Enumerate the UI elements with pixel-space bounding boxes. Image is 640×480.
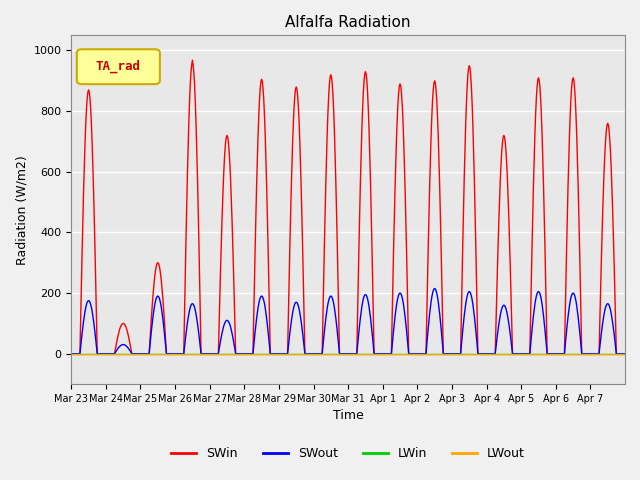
SWout xyxy=(405,351,413,357)
Title: Alfalfa Radiation: Alfalfa Radiation xyxy=(285,15,411,30)
SWout xyxy=(132,351,140,357)
LWout xyxy=(67,351,75,357)
LWout xyxy=(405,351,413,357)
SWout xyxy=(431,286,438,291)
LWin xyxy=(234,351,242,357)
Legend: SWin, SWout, LWin, LWout: SWin, SWout, LWin, LWout xyxy=(166,442,530,465)
Y-axis label: Radiation (W/m2): Radiation (W/m2) xyxy=(15,155,28,264)
X-axis label: Time: Time xyxy=(333,409,364,422)
SWin xyxy=(283,351,291,357)
SWout xyxy=(67,351,75,357)
LWin xyxy=(405,351,413,357)
LWin xyxy=(436,351,444,357)
Line: SWin: SWin xyxy=(71,60,624,354)
SWin xyxy=(189,57,196,63)
LWin xyxy=(132,351,140,357)
SWin xyxy=(132,351,140,357)
FancyBboxPatch shape xyxy=(77,49,160,84)
SWout xyxy=(234,351,242,357)
LWout xyxy=(282,351,290,357)
LWin xyxy=(67,351,75,357)
LWin xyxy=(620,351,628,357)
Text: TA_rad: TA_rad xyxy=(96,60,141,73)
LWout xyxy=(234,351,242,357)
SWin xyxy=(620,351,628,357)
SWout xyxy=(282,351,290,357)
LWout xyxy=(436,351,444,357)
SWin xyxy=(406,351,413,357)
SWin xyxy=(262,157,270,163)
LWin xyxy=(282,351,290,357)
SWin xyxy=(436,215,444,220)
LWin xyxy=(261,351,269,357)
LWout xyxy=(620,351,628,357)
SWout xyxy=(620,351,628,357)
SWout xyxy=(436,318,444,324)
Line: SWout: SWout xyxy=(71,288,624,354)
LWout xyxy=(132,351,140,357)
SWin xyxy=(235,351,243,357)
SWin xyxy=(67,351,75,357)
LWout xyxy=(261,351,269,357)
SWout xyxy=(261,305,269,311)
